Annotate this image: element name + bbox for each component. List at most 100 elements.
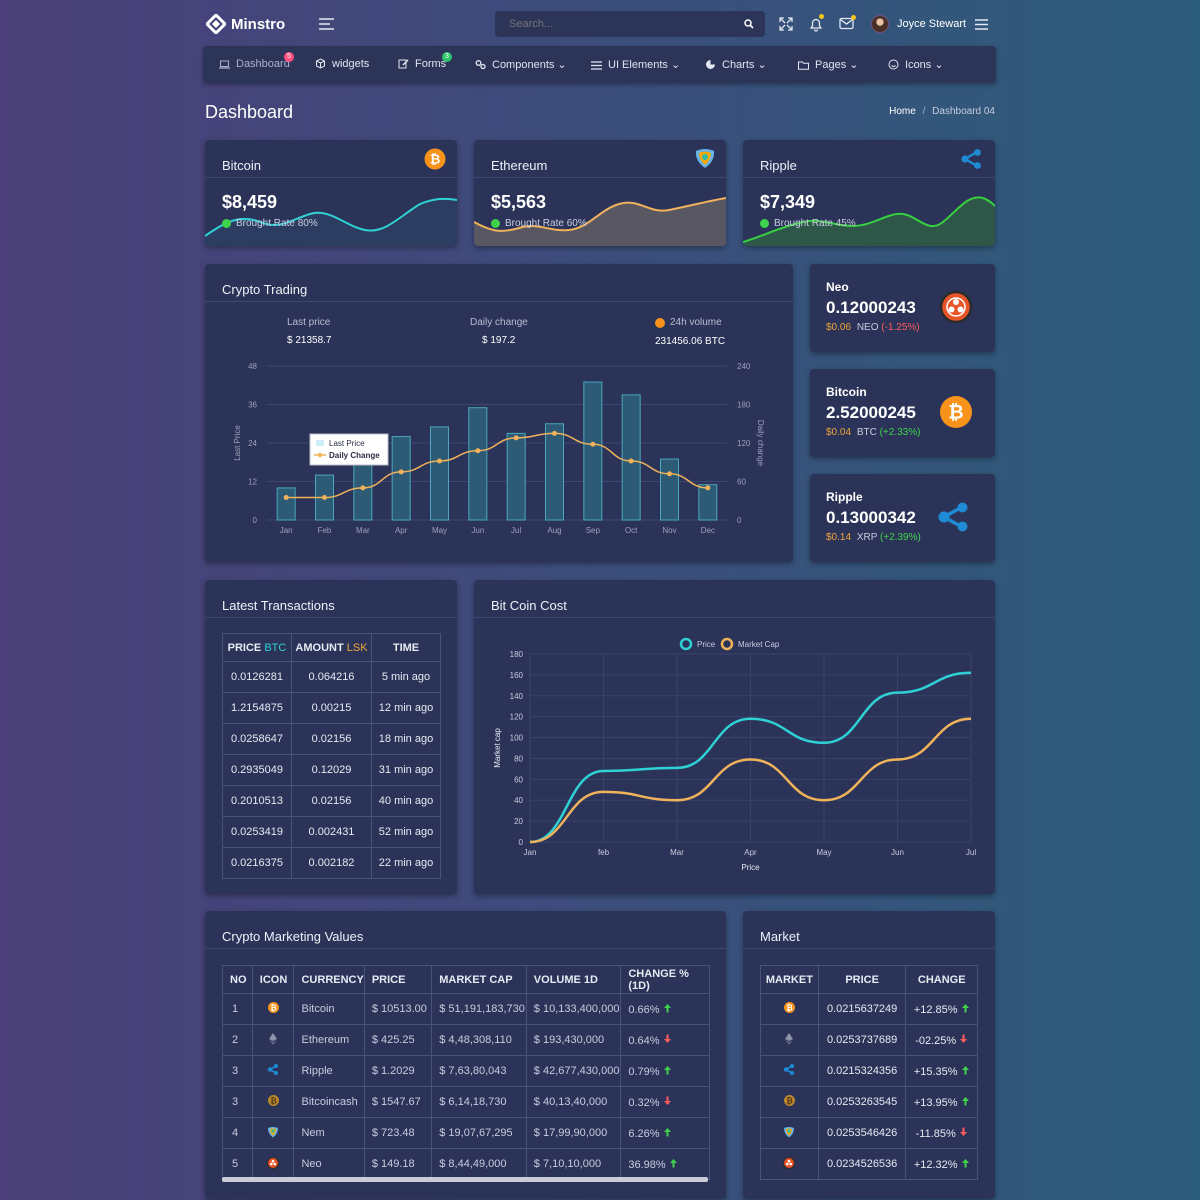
table-row[interactable]: 0.2935049 0.12029 31 min ago — [222, 754, 441, 786]
table-row[interactable]: 5 Neo $ 149.18 $ 8,44,49,000 $ 7,10,10,0… — [222, 1148, 710, 1180]
table-row[interactable]: 0.0253737689 -02.25% — [760, 1024, 978, 1056]
table-row[interactable]: 4 Nem $ 723.48 $ 19,07,67,295 $ 17,99,90… — [222, 1117, 710, 1149]
nav-item-icons[interactable]: Icons ⌄ — [888, 58, 944, 71]
bar[interactable] — [506, 432, 526, 521]
data-point[interactable] — [590, 441, 596, 447]
table-row[interactable]: 0.0258647 0.02156 18 min ago — [222, 723, 441, 755]
table-row[interactable]: ₿ 0.0215637249 +12.85% — [760, 993, 978, 1025]
nav-item-dashboard[interactable]: Dashboard 5 — [219, 52, 294, 70]
arrow-down-icon — [663, 1096, 672, 1109]
change-value: 0.66% — [628, 1003, 660, 1016]
menu-toggle-icon[interactable] — [319, 18, 334, 30]
nav-item-components[interactable]: Components ⌄ — [475, 58, 567, 71]
card-divider — [474, 617, 995, 618]
table-row[interactable]: ₿ 0.0253263545 +13.95% — [760, 1086, 978, 1118]
table-row[interactable]: 0.0253546426 -11.85% — [760, 1117, 978, 1149]
currency-cell: Ethereum — [293, 1024, 365, 1056]
table-row[interactable]: 0.0253419 0.002431 52 min ago — [222, 816, 441, 848]
chart-legend: Last Price Daily Change — [309, 433, 389, 466]
column-header-time: TIME — [371, 633, 441, 662]
last-price-value: $ 21358.7 — [287, 335, 332, 346]
nav-item-pages[interactable]: Pages ⌄ — [798, 58, 858, 71]
data-point[interactable] — [360, 485, 366, 491]
table-row[interactable]: 0.0216375 0.002182 22 min ago — [222, 847, 441, 879]
fullscreen-icon[interactable] — [778, 16, 794, 32]
data-point[interactable] — [667, 471, 672, 477]
user-menu[interactable]: Joyce Stewart — [871, 14, 966, 34]
table-row[interactable]: 1 ₿ Bitcoin $ 10513.00 $ 51,191,183,730 … — [222, 993, 710, 1025]
x-tick-label: Dec — [701, 526, 715, 535]
search-box[interactable] — [495, 11, 765, 37]
arrow-up-icon — [669, 1158, 678, 1171]
hamburger-menu-icon[interactable] — [975, 19, 988, 30]
data-point[interactable] — [552, 430, 557, 436]
table-row[interactable]: 1.2154875 0.00215 12 min ago — [222, 692, 441, 724]
coin-card-neo: Neo 0.12000243 $0.06 NEO (-1.25%) — [810, 264, 995, 352]
data-point[interactable] — [513, 435, 519, 441]
volume-cell: $ 7,10,10,000 — [525, 1148, 622, 1180]
data-point[interactable] — [705, 485, 711, 491]
bar[interactable] — [276, 487, 296, 521]
nav-item-ui-elements[interactable]: UI Elements ⌄ — [591, 58, 680, 71]
table-row[interactable]: 0.0215324356 +15.35% — [760, 1055, 978, 1087]
no-cell: 3 — [222, 1086, 253, 1118]
column-header: NO — [222, 965, 253, 994]
bar[interactable] — [391, 436, 411, 521]
time-cell: 22 min ago — [371, 847, 441, 879]
horizontal-scrollbar[interactable] — [222, 1177, 708, 1182]
y-tick-label: 24 — [248, 439, 257, 448]
nav-item-widgets[interactable]: widgets — [315, 58, 369, 70]
bar[interactable] — [660, 458, 679, 521]
table-row[interactable]: 3 Ripple $ 1.2029 $ 7,63,80,043 $ 42,677… — [222, 1055, 710, 1087]
table-row[interactable]: 0.2010513 0.02156 40 min ago — [222, 785, 441, 817]
change-value: 0.32% — [628, 1096, 660, 1109]
nav-item-forms[interactable]: Forms 3 — [398, 52, 452, 70]
price-cell: $ 723.48 — [363, 1117, 433, 1149]
y-tick-label: 60 — [514, 775, 523, 784]
chevron-down-icon: ⌄ — [667, 59, 681, 71]
chevron-down-icon: ⌄ — [931, 59, 944, 71]
sparkline-line — [205, 197, 457, 237]
search-icon[interactable] — [744, 19, 754, 29]
notifications[interactable] — [808, 14, 826, 32]
arrow-up-icon — [663, 1065, 672, 1078]
bar[interactable] — [468, 407, 488, 521]
column-header: CURRENCY — [293, 965, 365, 994]
data-point[interactable] — [628, 458, 634, 464]
search-input[interactable] — [495, 11, 735, 37]
nav-item-charts[interactable]: Charts ⌄ — [705, 58, 767, 71]
coin-value: 0.12000243 — [826, 298, 916, 317]
chevron-down-icon: ⌄ — [754, 59, 767, 71]
data-point[interactable] — [398, 469, 404, 475]
x-tick-label: feb — [598, 848, 610, 857]
data-point[interactable] — [322, 495, 327, 501]
ticker-rate: Brought Rate 45% — [760, 218, 856, 229]
change-cell: 0.66% — [620, 993, 710, 1025]
bar[interactable] — [583, 381, 603, 521]
table-row[interactable]: 0.0126281 0.064216 5 min ago — [222, 661, 441, 693]
x-tick-label: Jun — [891, 848, 904, 857]
change-cell: 0.32% — [620, 1086, 710, 1118]
table-row[interactable]: 2 Ethereum $ 425.25 $ 4,48,308,110 $ 193… — [222, 1024, 710, 1056]
legend-swatch-line — [317, 452, 323, 458]
messages[interactable] — [839, 14, 857, 32]
table-row[interactable]: 3 ₿ Bitcoincash $ 1547.67 $ 6,14,18,730 … — [222, 1086, 710, 1118]
marketing-table: NO ICON CURRENCY PRICE MARKET CAP VOLUME 1D CH… — [222, 965, 710, 1180]
breadcrumb-home[interactable]: Home — [889, 106, 916, 117]
market-card: Market MARKET PRICE CHANGE ₿ 0.0215637249 … — [743, 911, 995, 1199]
bar[interactable] — [621, 394, 641, 521]
bar[interactable] — [698, 484, 718, 521]
ticker-card-ripple: Ripple $7,349 Brought Rate 45% — [743, 140, 995, 246]
ripple-icon — [783, 1064, 795, 1078]
table-row[interactable]: 0.0234526536 +12.32% — [760, 1148, 978, 1180]
data-point[interactable] — [283, 495, 289, 501]
bar[interactable] — [430, 426, 449, 521]
data-point[interactable] — [437, 458, 442, 464]
chevron-down-icon: ⌄ — [846, 59, 859, 71]
brand-logo[interactable]: Minstro — [206, 13, 285, 35]
bar[interactable] — [545, 423, 564, 521]
data-point[interactable] — [475, 448, 481, 454]
column-header: ICON — [251, 965, 295, 994]
bitcoincash-icon: ₿ — [783, 1095, 795, 1109]
amount-cell: 0.002431 — [291, 816, 372, 848]
